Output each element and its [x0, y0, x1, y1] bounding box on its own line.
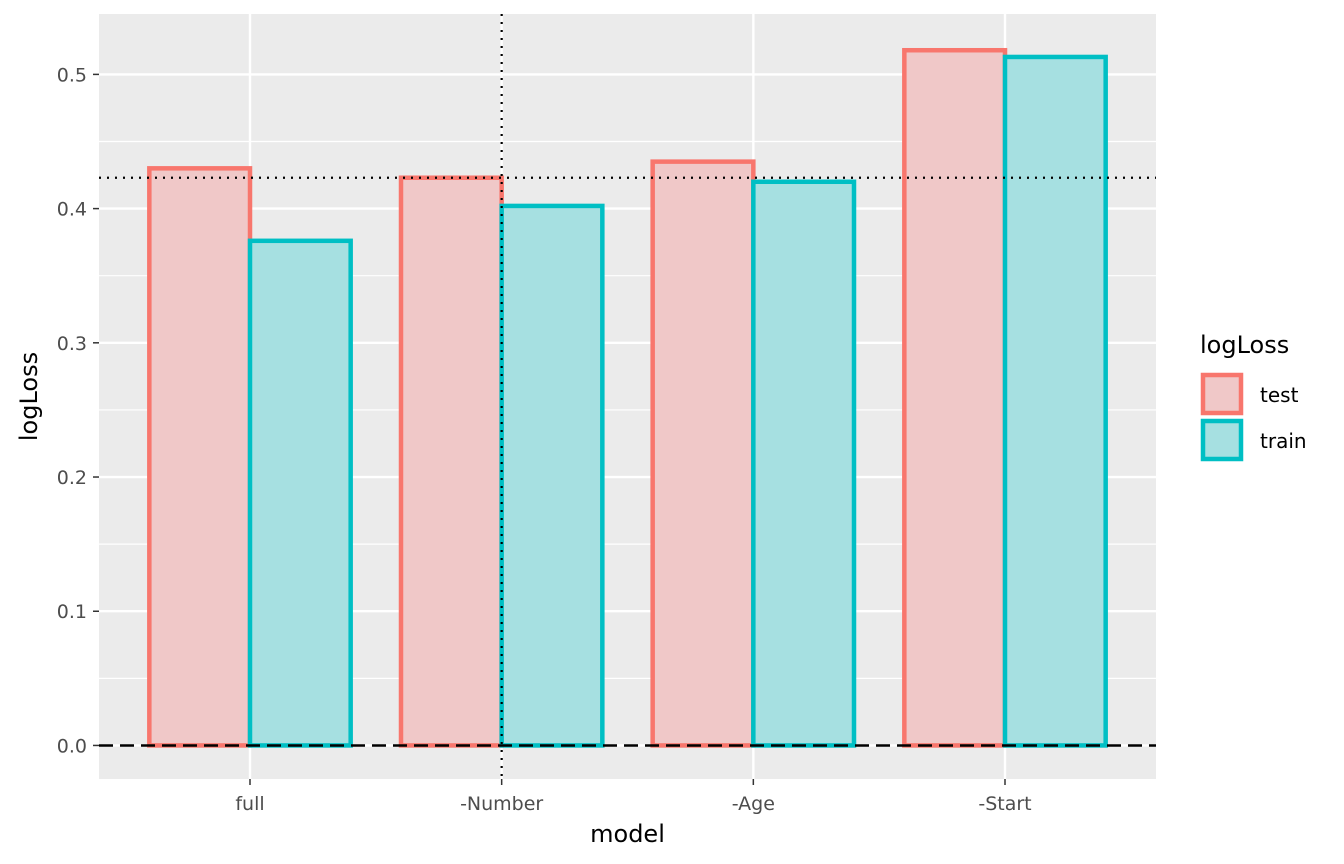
bar-test-minus-number: [398, 175, 504, 748]
legend-swatch-test: [1200, 372, 1244, 416]
x-tick-label: -Number: [460, 793, 543, 815]
x-axis-title: model: [590, 820, 665, 848]
y-axis-title: logLoss: [15, 352, 43, 441]
legend-label-train: train: [1260, 429, 1307, 453]
bar-train-minus-number: [499, 203, 605, 748]
legend-title: logLoss: [1200, 331, 1289, 359]
reference-lines: [99, 14, 1156, 779]
bar-train-minus-start: [1002, 54, 1108, 748]
bar-test-minus-age: [650, 159, 756, 748]
legend-swatch-train: [1200, 418, 1244, 462]
x-axis-ticks: full -Number -Age -Start: [235, 779, 1032, 815]
y-axis-ticks: 0.0 0.1 0.2 0.3 0.4 0.5: [57, 64, 99, 757]
y-tick-label: 0.1: [57, 601, 87, 623]
y-tick-label: 0.3: [57, 333, 87, 355]
y-tick-label: 0.4: [57, 199, 87, 221]
bar-test-full: [147, 166, 253, 748]
x-tick-label: -Start: [978, 793, 1031, 815]
bar-train-full: [247, 238, 353, 748]
x-tick-label: -Age: [732, 793, 775, 815]
x-tick-label: full: [235, 793, 264, 815]
bars: [147, 47, 1108, 748]
y-tick-label: 0.5: [57, 64, 87, 86]
bar-train-minus-age: [751, 179, 857, 748]
y-tick-label: 0.2: [57, 467, 87, 489]
y-tick-label: 0.0: [57, 735, 87, 757]
legend-label-test: test: [1260, 383, 1299, 407]
legend-entries: test train: [1200, 372, 1307, 462]
legend: logLoss test train: [1200, 331, 1307, 462]
bar-test-minus-start: [902, 47, 1008, 748]
